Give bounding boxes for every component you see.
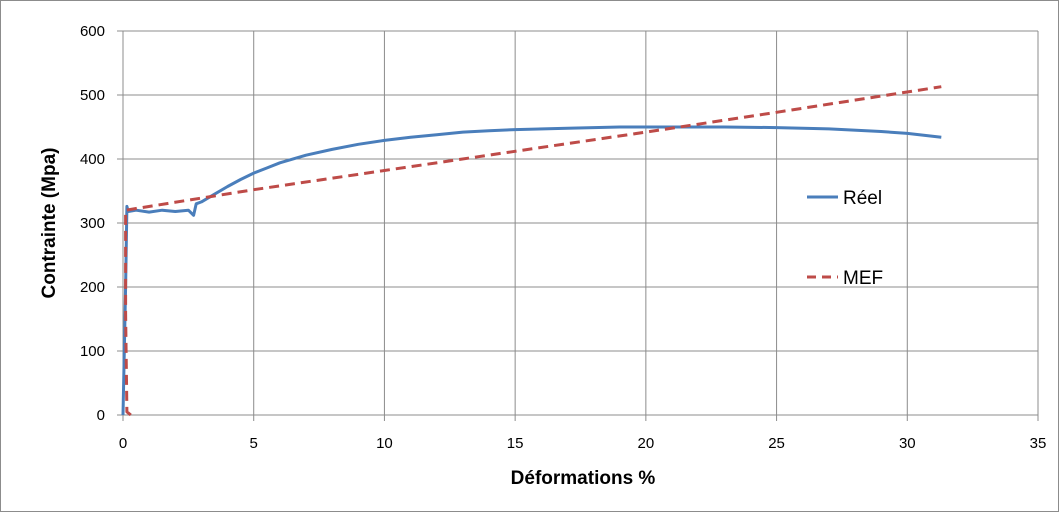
y-tick-label: 600 bbox=[80, 23, 105, 40]
y-tick-label: 100 bbox=[80, 343, 105, 360]
series-layer bbox=[121, 85, 942, 417]
x-tick-label: 5 bbox=[250, 435, 258, 452]
x-tick-label: 30 bbox=[899, 435, 916, 452]
x-axis-title: Déformations % bbox=[511, 468, 656, 489]
x-tick-label: 25 bbox=[768, 435, 785, 452]
grid-layer bbox=[122, 30, 1039, 416]
y-tick-label: 500 bbox=[80, 87, 105, 104]
x-tick-label: 10 bbox=[376, 435, 393, 452]
axis-layer bbox=[117, 30, 1039, 421]
x-tick-label: 15 bbox=[507, 435, 524, 452]
y-tick-label: 400 bbox=[80, 151, 105, 168]
legend: Réel MEF bbox=[807, 188, 883, 289]
legend-label-mef: MEF bbox=[843, 268, 883, 289]
y-tick-label: 300 bbox=[80, 215, 105, 232]
x-tick-label: 0 bbox=[119, 435, 127, 452]
y-tick-label: 0 bbox=[97, 407, 105, 424]
x-tick-label: 35 bbox=[1030, 435, 1047, 452]
y-tick-label: 200 bbox=[80, 279, 105, 296]
tick-layer: 0 100 200 300 400 500 600 0 5 10 15 20 25 30 35 bbox=[80, 23, 1046, 452]
x-tick-label: 20 bbox=[638, 435, 655, 452]
legend-label-reel: Réel bbox=[843, 188, 882, 209]
y-axis-title: Contrainte (Mpa) bbox=[39, 148, 60, 299]
series-line-reel bbox=[121, 125, 942, 416]
series-line-mef bbox=[124, 85, 942, 417]
